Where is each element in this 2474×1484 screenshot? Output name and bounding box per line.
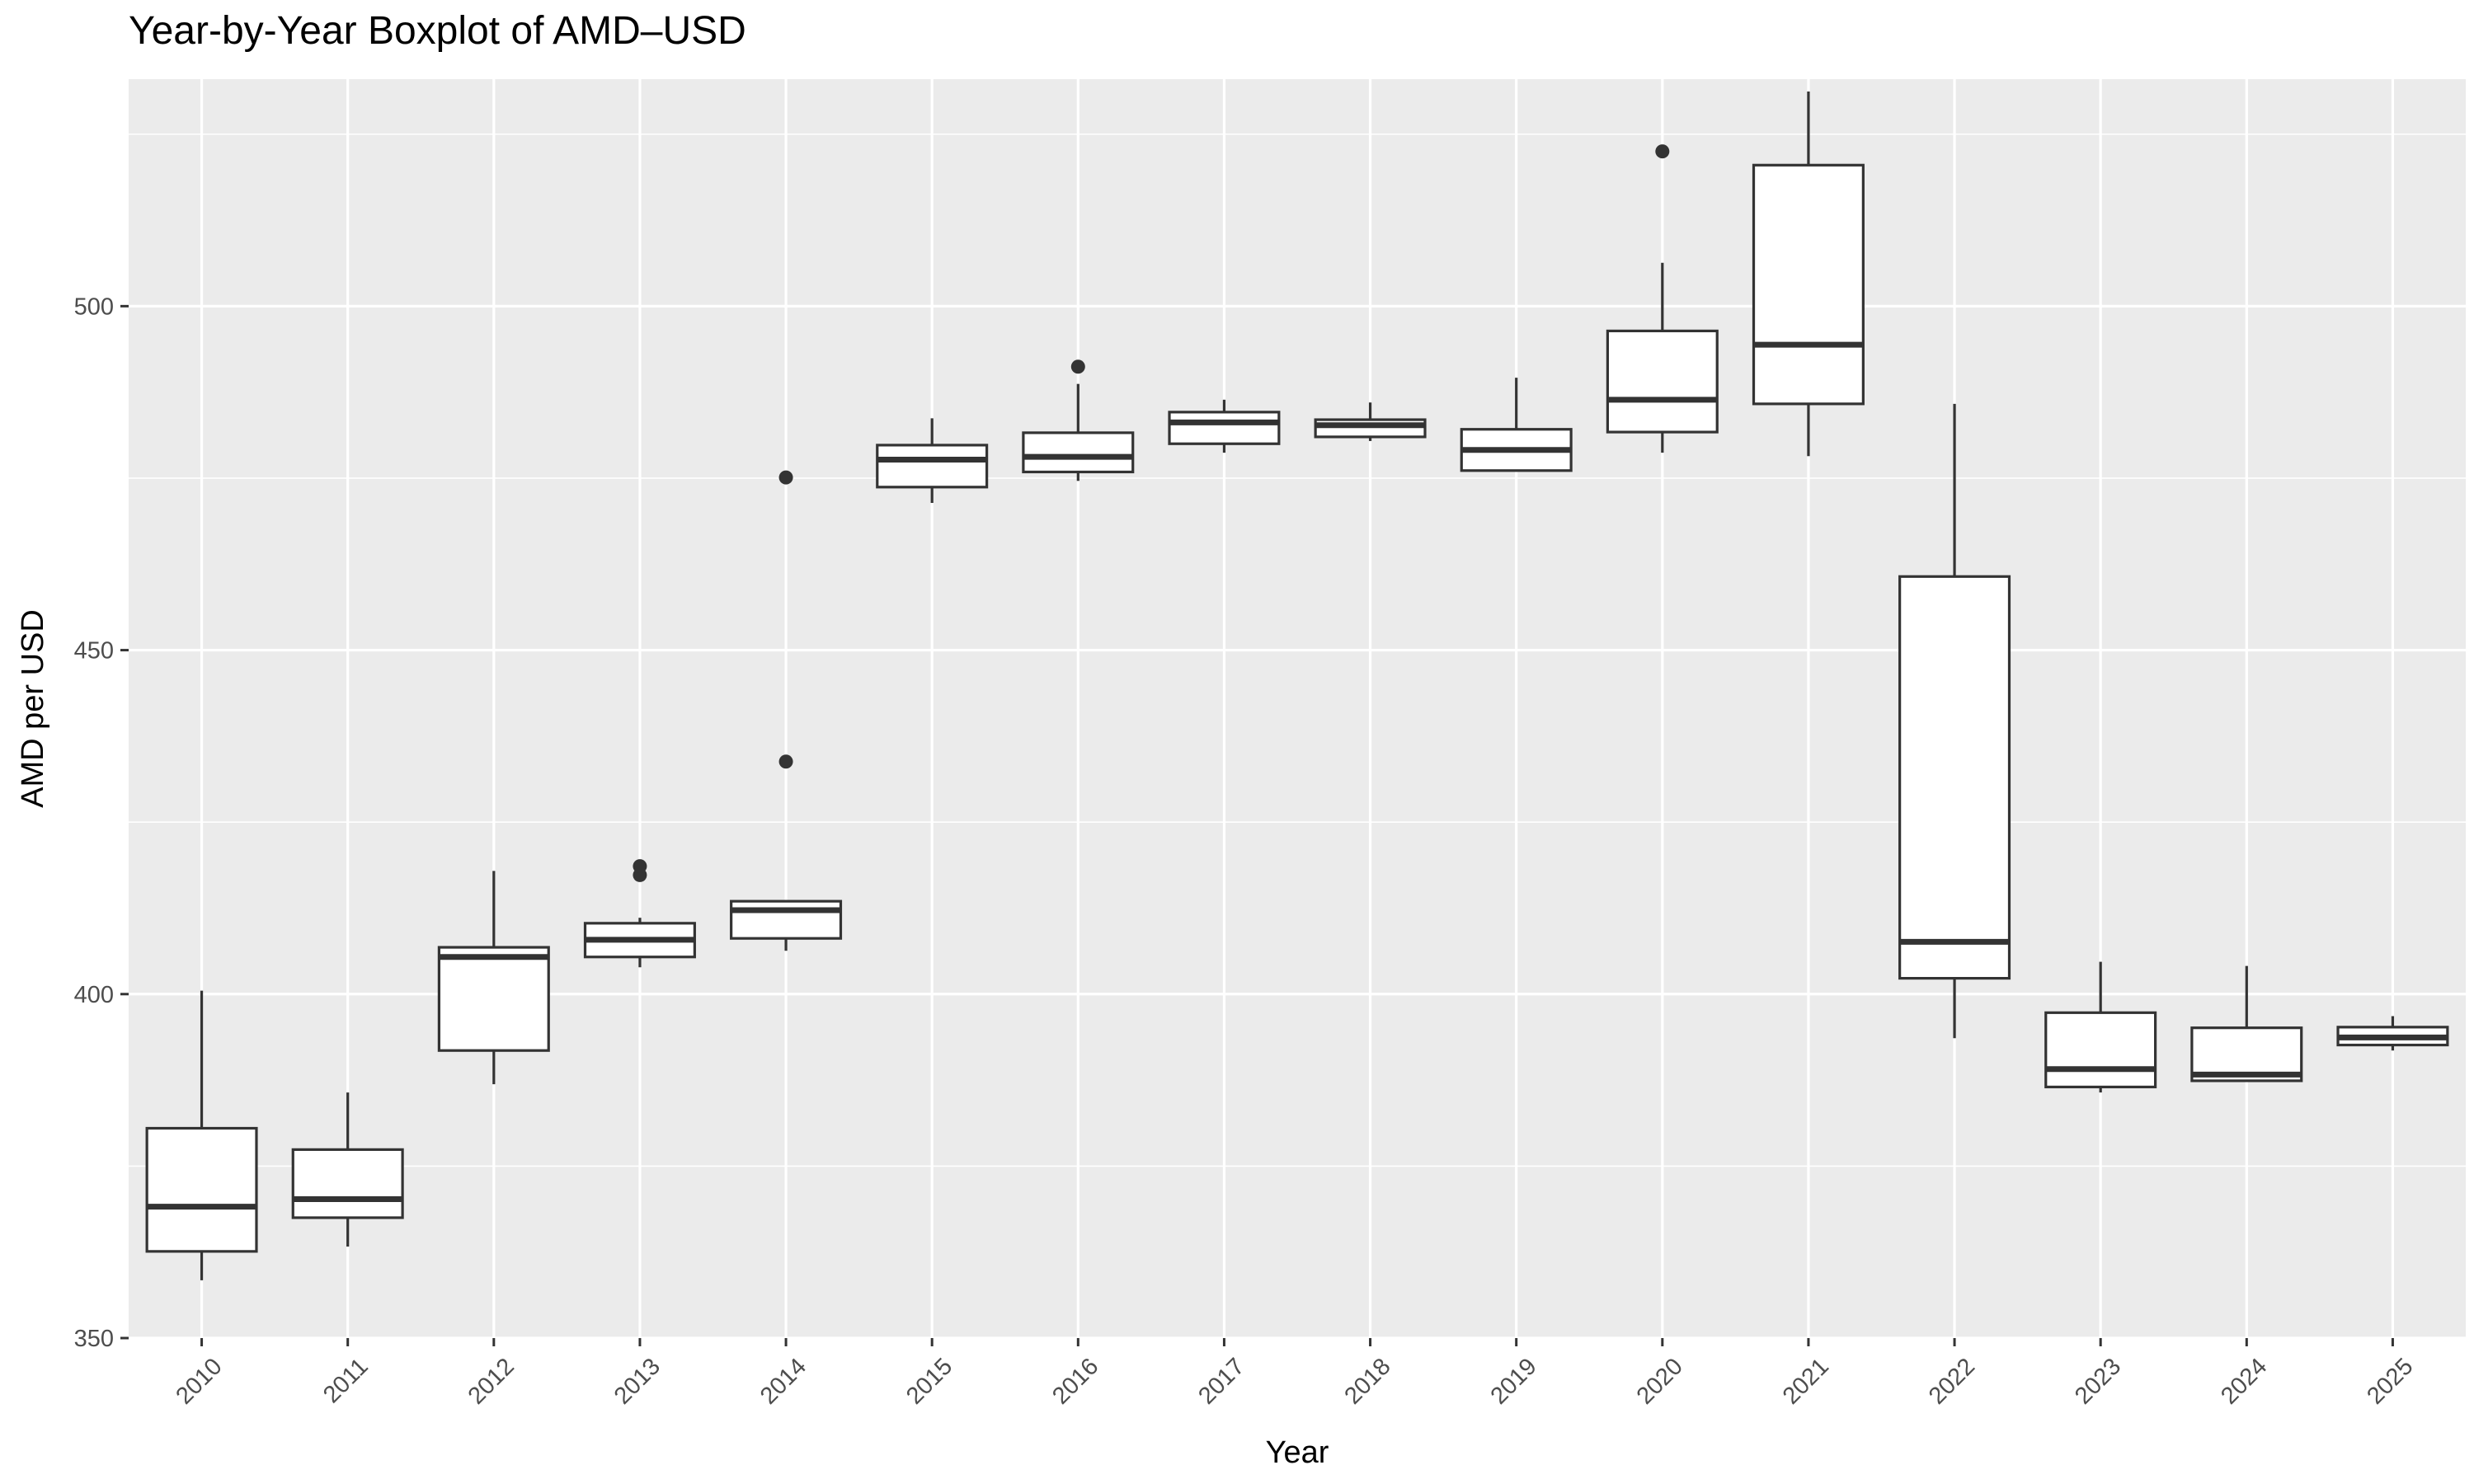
x-tick-label: 2014 bbox=[755, 1353, 811, 1409]
box-2012 bbox=[437, 871, 550, 1085]
box-2013 bbox=[583, 859, 696, 968]
plot-panel bbox=[129, 79, 2466, 1338]
x-tick-label: 2023 bbox=[2070, 1353, 2126, 1409]
box-2024 bbox=[2190, 965, 2303, 1082]
y-axis-title: AMD per USD bbox=[16, 609, 50, 808]
box-2011 bbox=[291, 1092, 404, 1247]
x-tick-label: 2019 bbox=[1486, 1353, 1542, 1409]
panel-background bbox=[129, 79, 2466, 1338]
box-2018 bbox=[1314, 402, 1427, 441]
x-tick-label: 2025 bbox=[2362, 1353, 2418, 1409]
y-tick-label: 400 bbox=[74, 982, 114, 1008]
iqr-box bbox=[1314, 418, 1427, 439]
x-tick-label: 2012 bbox=[463, 1353, 520, 1409]
box-2025 bbox=[2336, 1016, 2449, 1051]
outlier-point bbox=[778, 754, 793, 769]
iqr-box bbox=[437, 946, 550, 1052]
outlier-point bbox=[633, 859, 647, 874]
boxes bbox=[145, 92, 2449, 1280]
iqr-box bbox=[1752, 163, 1865, 406]
iqr-box bbox=[876, 444, 989, 489]
grid-lines bbox=[129, 79, 2466, 1340]
box-2022 bbox=[1898, 403, 2011, 1039]
y-tick-label: 350 bbox=[74, 1326, 114, 1352]
chart-title: Year-by-Year Boxplot of AMD–USD bbox=[129, 9, 746, 53]
box-2014 bbox=[730, 470, 843, 951]
x-tick-label: 2024 bbox=[2216, 1353, 2272, 1409]
box-2019 bbox=[1460, 378, 1573, 472]
box-2010 bbox=[145, 990, 258, 1280]
outlier-point bbox=[778, 470, 793, 485]
iqr-box bbox=[1606, 329, 1719, 434]
iqr-box bbox=[145, 1126, 258, 1253]
x-tick-label: 2020 bbox=[1632, 1353, 1688, 1409]
x-tick-label: 2011 bbox=[318, 1353, 374, 1408]
y-tick-label: 450 bbox=[74, 638, 114, 665]
x-tick-label: 2010 bbox=[171, 1353, 227, 1409]
box-2020 bbox=[1606, 144, 1719, 453]
box-2023 bbox=[2044, 961, 2157, 1093]
outlier-point bbox=[1655, 144, 1670, 159]
x-tick-label: 2022 bbox=[1924, 1353, 1980, 1409]
x-tick-label: 2021 bbox=[1778, 1353, 1834, 1409]
box-2017 bbox=[1168, 399, 1281, 453]
box-2021 bbox=[1752, 92, 1865, 457]
x-tick-label: 2013 bbox=[609, 1353, 666, 1409]
iqr-box bbox=[730, 899, 843, 940]
outlier-point bbox=[1070, 359, 1085, 374]
iqr-box bbox=[1168, 411, 1281, 445]
box-2016 bbox=[1022, 359, 1135, 481]
x-tick-label: 2017 bbox=[1193, 1353, 1249, 1409]
x-tick-label: 2018 bbox=[1339, 1353, 1395, 1409]
iqr-box bbox=[291, 1148, 404, 1219]
iqr-box bbox=[1898, 575, 2011, 980]
y-tick-label: 500 bbox=[74, 294, 114, 320]
box-2015 bbox=[876, 418, 989, 504]
x-axis-title: Year bbox=[1266, 1435, 1329, 1470]
x-tick-label: 2016 bbox=[1047, 1353, 1103, 1409]
iqr-box bbox=[2044, 1011, 2157, 1089]
x-tick-label: 2015 bbox=[901, 1353, 957, 1409]
iqr-box bbox=[1022, 431, 1135, 474]
